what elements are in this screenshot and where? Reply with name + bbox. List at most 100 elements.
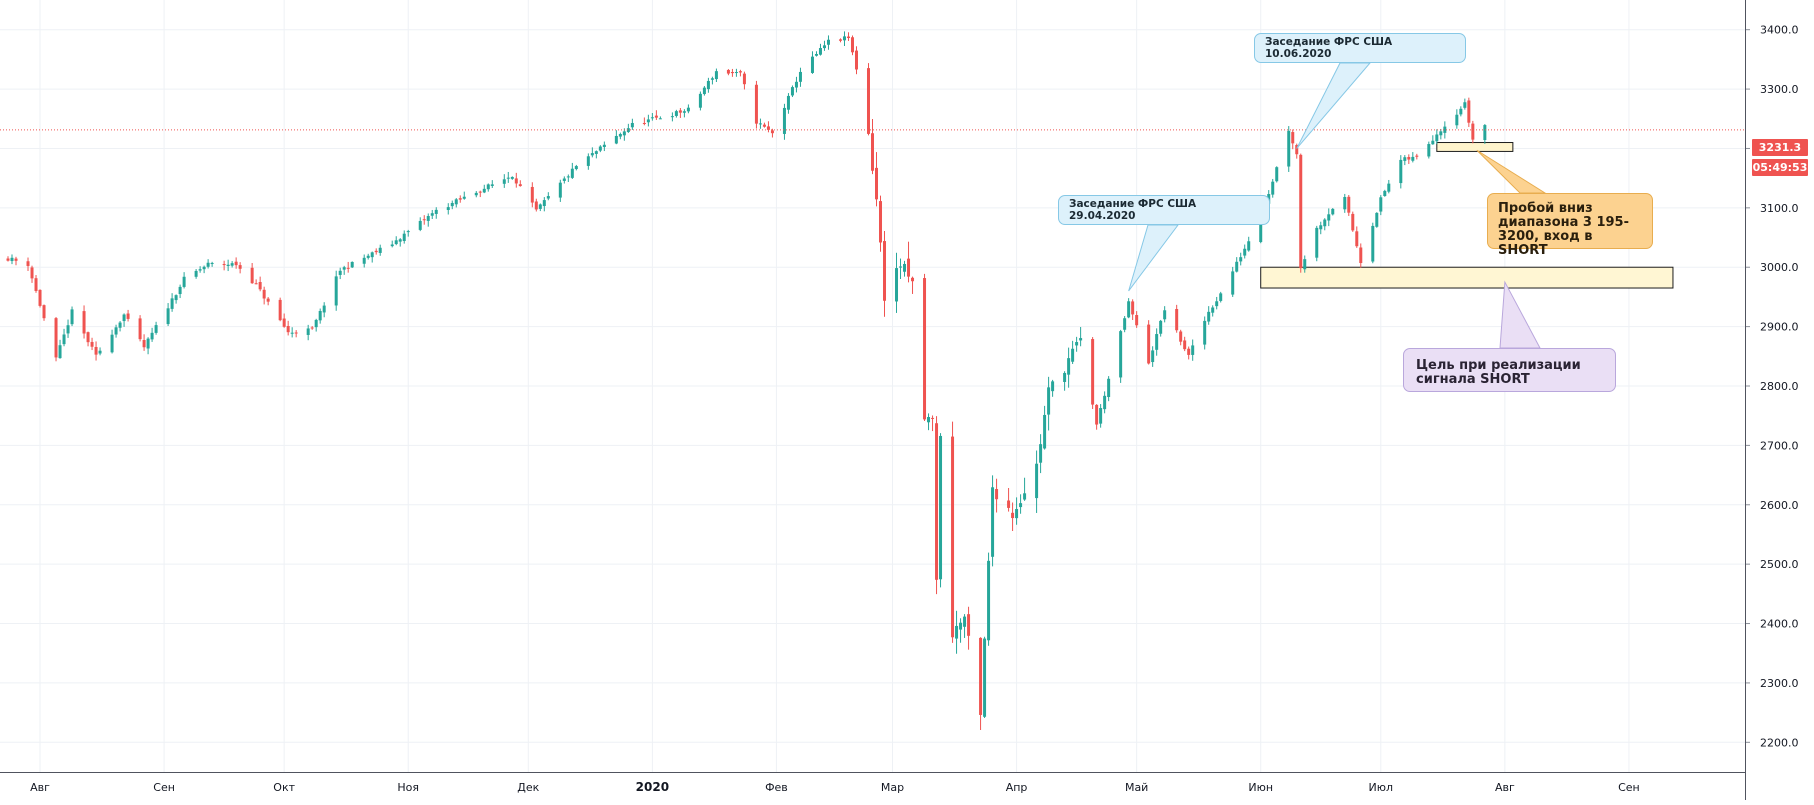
candle <box>702 86 706 96</box>
annotation-fed-april[interactable]: Заседание ФРС США 29.04.2020 <box>1058 195 1270 225</box>
candle-body <box>1399 159 1403 184</box>
candle-body <box>1135 315 1139 326</box>
candle <box>1275 166 1279 183</box>
candle-body <box>170 298 174 309</box>
candle <box>1015 497 1019 525</box>
candle-body <box>586 156 590 166</box>
candle <box>170 293 174 312</box>
candle <box>602 141 606 152</box>
candle-body <box>738 71 742 73</box>
candle-body <box>38 289 42 306</box>
candle-body <box>1415 155 1419 157</box>
candle-body <box>1295 144 1299 155</box>
candle <box>374 248 378 255</box>
annotation-short-signal[interactable]: Пробой вниз диапазона 3 195- 3200, вход … <box>1487 193 1653 258</box>
candle-body <box>146 338 150 349</box>
y-tick-label: 3300.0 <box>1760 83 1799 96</box>
candle <box>82 305 86 339</box>
candle <box>1287 126 1291 172</box>
candle-body <box>1331 208 1335 215</box>
candle <box>66 319 70 338</box>
candle <box>314 318 318 332</box>
y-tick-label: 2700.0 <box>1760 439 1799 452</box>
candle <box>1467 97 1471 127</box>
candle <box>1347 194 1351 216</box>
candle <box>1007 488 1011 512</box>
candle <box>206 259 210 269</box>
candle <box>742 71 746 90</box>
candle <box>450 200 454 210</box>
x-tick-label: Фев <box>765 781 788 794</box>
candle-body <box>1403 157 1407 161</box>
candle <box>911 276 915 294</box>
candle <box>1231 266 1235 297</box>
candle <box>726 69 730 76</box>
candle-body <box>366 255 370 258</box>
candle <box>786 93 790 114</box>
candle-body <box>883 241 887 301</box>
candle-body <box>570 168 574 178</box>
candle-body <box>854 50 858 70</box>
candle-body <box>1071 348 1075 362</box>
candle <box>626 123 630 133</box>
candle <box>766 121 770 133</box>
candle-body <box>206 262 210 267</box>
candle <box>366 253 370 260</box>
zone-breakdown-range <box>1436 142 1514 152</box>
candle <box>254 279 258 285</box>
candle-body <box>98 350 102 354</box>
candle <box>979 637 983 731</box>
candle-body <box>875 167 879 200</box>
candle <box>963 614 967 638</box>
candle-body <box>602 144 606 148</box>
candle <box>42 304 46 321</box>
candle-body <box>1075 342 1079 346</box>
candle <box>250 263 254 284</box>
candle <box>26 257 30 271</box>
candle-body <box>66 325 70 334</box>
candle <box>6 256 10 262</box>
candle <box>378 244 382 256</box>
y-tick-label: 3000.0 <box>1760 261 1799 274</box>
candle-body <box>642 122 646 124</box>
signal-line-3: 3200, вход в SHORT <box>1498 229 1593 258</box>
annotation-short-target[interactable]: Цель при реализации сигнала SHORT <box>1403 348 1616 392</box>
candle <box>1239 252 1243 266</box>
candle-body <box>390 244 394 247</box>
candle-body <box>86 332 90 343</box>
annotation-fed-june[interactable]: Заседание ФРС США 10.06.2020 <box>1254 33 1466 63</box>
candle-body <box>434 209 438 214</box>
candle-body <box>1215 301 1219 307</box>
candle-body <box>1375 212 1379 227</box>
candle-body <box>935 423 939 580</box>
candle-body <box>430 213 434 216</box>
y-tick-label: 2300.0 <box>1760 677 1799 690</box>
candle-body <box>818 48 822 55</box>
y-tick-label: 2600.0 <box>1760 499 1799 512</box>
candle-body <box>850 37 854 53</box>
candle-body <box>402 233 406 241</box>
candle <box>1455 109 1459 129</box>
candle <box>1079 327 1083 347</box>
candle-body <box>1299 154 1303 269</box>
candle-body <box>422 219 426 221</box>
candle <box>842 31 846 47</box>
candle <box>1327 208 1331 227</box>
candle-body <box>654 115 658 118</box>
candle <box>1219 291 1223 303</box>
candle-body <box>486 184 490 190</box>
candle <box>278 297 282 322</box>
candle-body <box>278 299 282 321</box>
candle-body <box>1243 248 1247 256</box>
candle <box>1323 218 1327 231</box>
candle <box>790 85 794 98</box>
candle <box>983 636 987 719</box>
candle <box>426 213 430 227</box>
candle <box>734 68 738 77</box>
candle-body <box>1035 463 1039 499</box>
candle-body <box>1151 350 1155 363</box>
candle <box>534 198 538 212</box>
candle-body <box>995 489 999 500</box>
candle-body <box>462 196 466 199</box>
